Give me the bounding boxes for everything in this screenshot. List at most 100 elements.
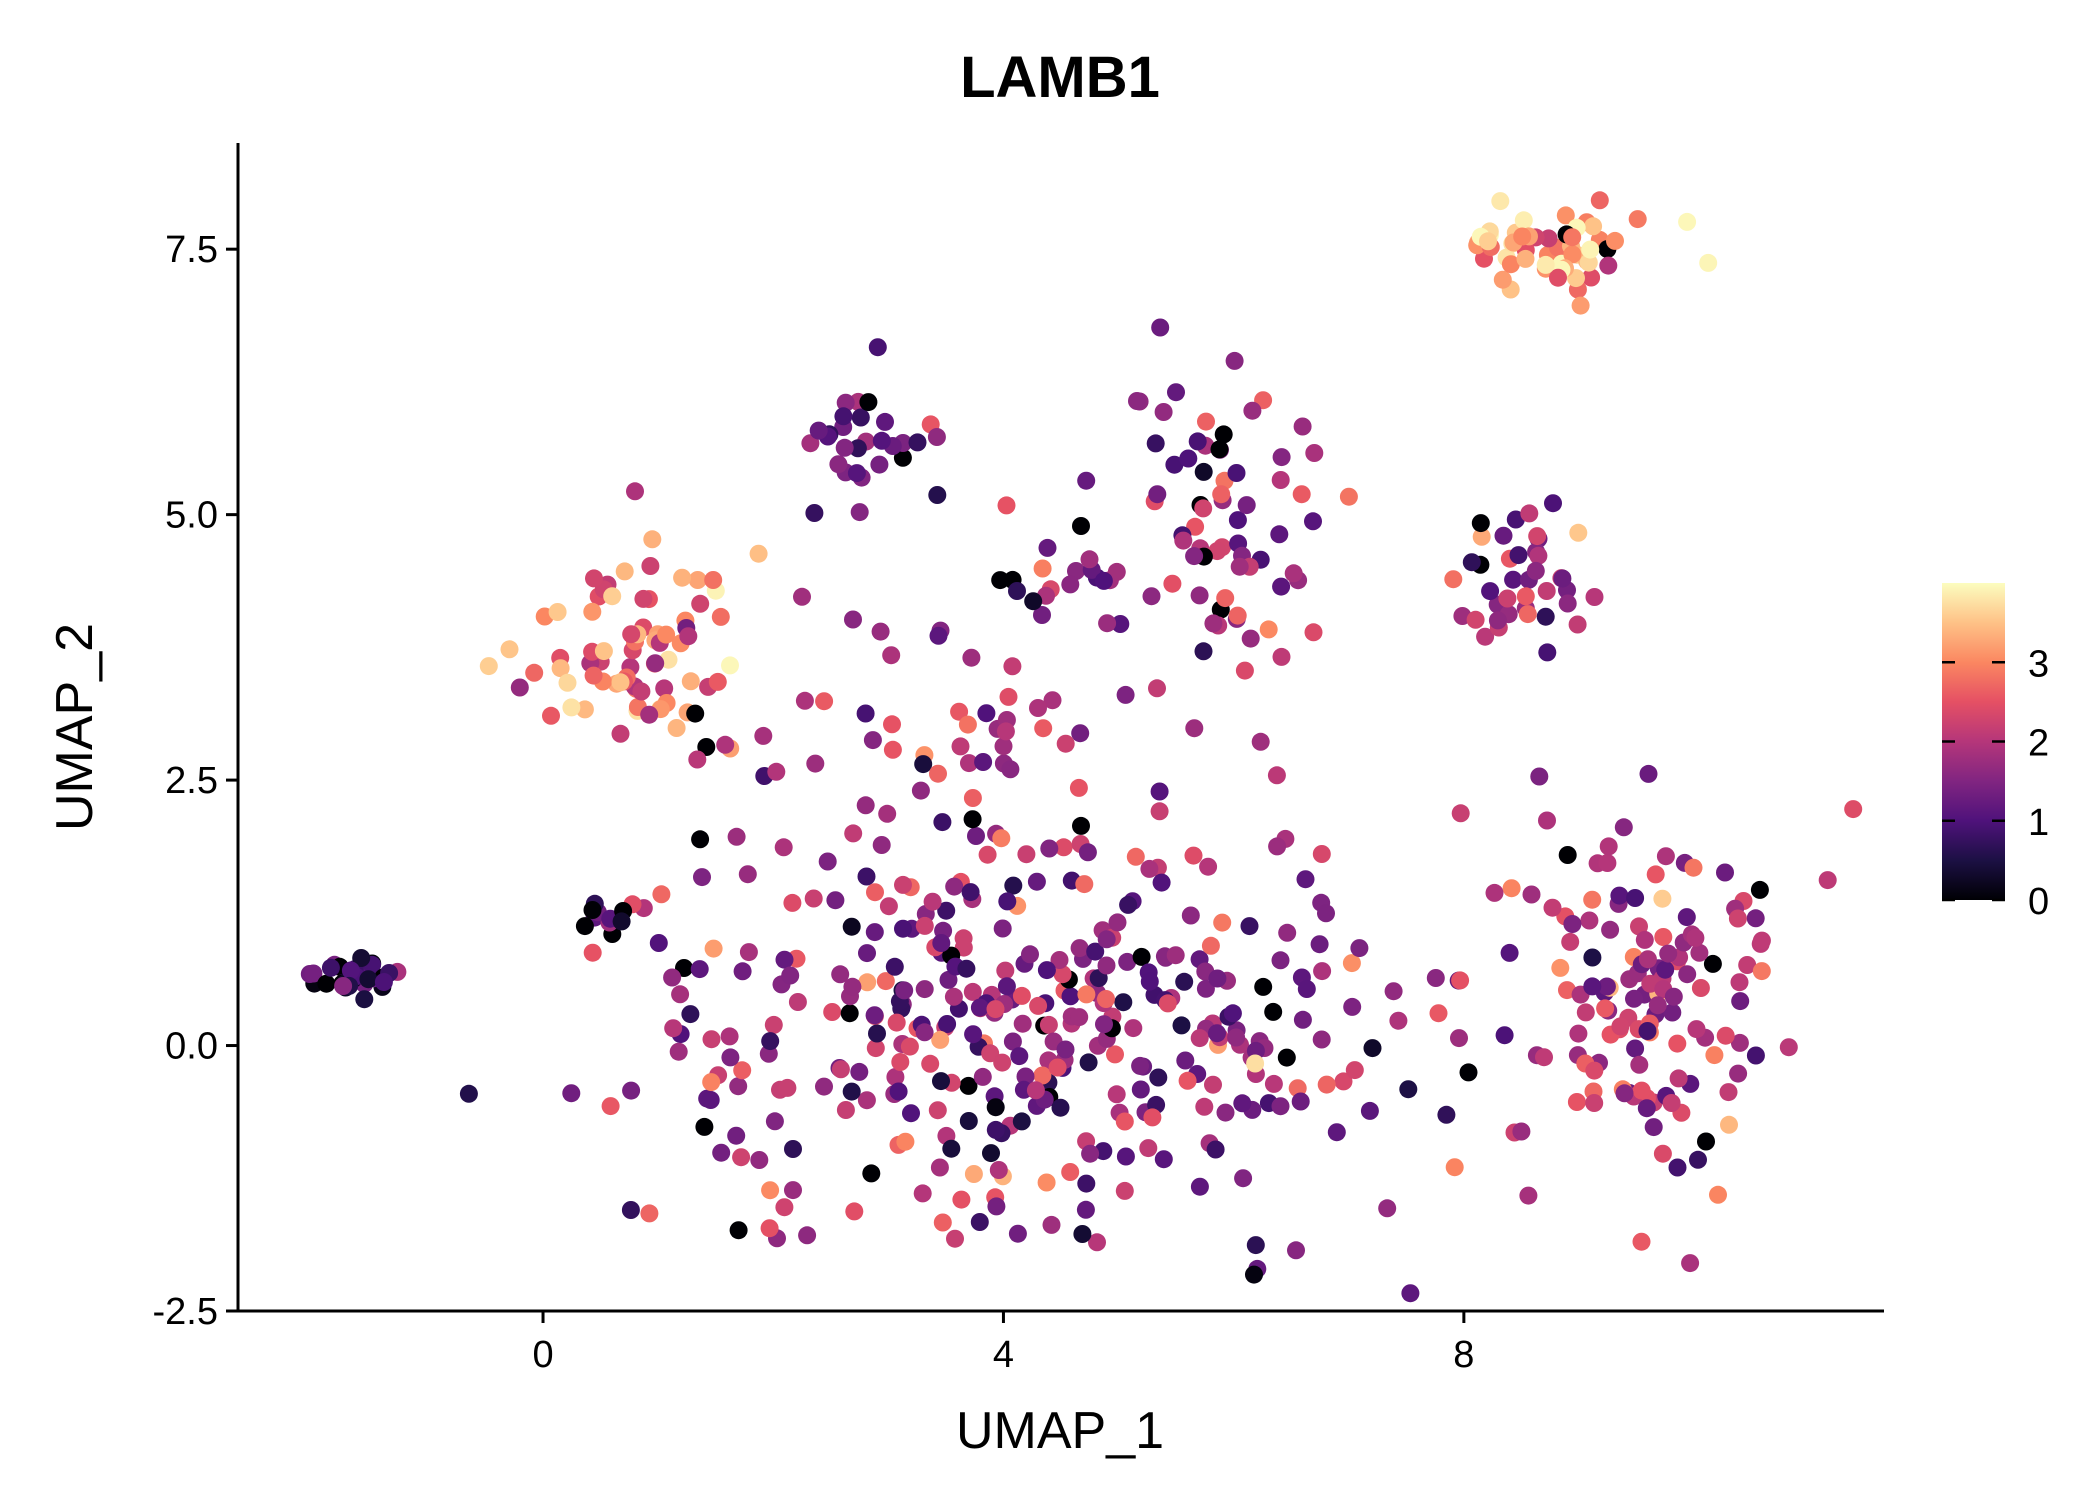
scatter-point — [915, 1023, 934, 1042]
scatter-point — [1148, 679, 1166, 698]
scatter-point — [989, 1161, 1008, 1179]
scatter-point — [1399, 1080, 1418, 1099]
scatter-point — [1097, 930, 1116, 949]
scatter-point — [761, 1181, 780, 1200]
scatter-point — [871, 622, 890, 641]
scatter-point — [847, 464, 866, 483]
scatter-point — [1719, 1083, 1738, 1102]
x-tick-label: 4 — [993, 1334, 1014, 1376]
scatter-point — [1235, 661, 1254, 680]
scatter-point — [1681, 1254, 1700, 1273]
scatter-point — [738, 865, 757, 884]
scatter-point — [1021, 945, 1039, 964]
scatter-point — [798, 1226, 817, 1245]
scatter-point — [761, 1032, 780, 1051]
scatter-point — [711, 607, 730, 626]
scatter-point — [626, 482, 644, 501]
scatter-point — [1042, 1215, 1061, 1234]
scatter-point — [691, 594, 710, 613]
scatter-point — [836, 393, 855, 412]
scatter-point — [1118, 952, 1137, 971]
scatter-point — [815, 692, 834, 711]
scatter-point — [1779, 1038, 1798, 1057]
scatter-point — [1659, 944, 1678, 963]
scatter-point — [1287, 1241, 1305, 1260]
scatter-point — [1228, 511, 1247, 530]
scatter-point — [1043, 691, 1062, 710]
scatter-point — [1553, 569, 1572, 588]
scatter-point — [1644, 1118, 1663, 1137]
colorbar-tick-label: 0 — [2028, 881, 2049, 923]
scatter-point — [1495, 1026, 1514, 1045]
scatter-point — [1585, 1061, 1604, 1080]
scatter-point — [1292, 485, 1311, 504]
scatter-point — [632, 682, 651, 701]
scatter-point — [704, 939, 723, 958]
scatter-point — [1632, 1232, 1651, 1251]
scatter-point — [1079, 1053, 1098, 1072]
scatter-point — [1502, 879, 1521, 898]
scatter-point — [1271, 471, 1290, 489]
scatter-point — [1317, 904, 1335, 923]
scatter-point — [1033, 559, 1052, 578]
scatter-point — [844, 610, 862, 629]
scatter-point — [1216, 589, 1235, 608]
scatter-point — [1513, 227, 1532, 246]
scatter-point — [1165, 455, 1184, 474]
scatter-point — [1752, 962, 1771, 981]
scatter-point — [1327, 1123, 1346, 1142]
scatter-point — [1033, 606, 1051, 624]
scatter-point — [1669, 1069, 1688, 1088]
scatter-point — [1075, 875, 1094, 894]
scatter-point — [1077, 471, 1096, 490]
scatter-point — [720, 1027, 739, 1046]
scatter-point — [927, 428, 946, 446]
scatter-point — [1310, 935, 1329, 954]
scatter-point — [708, 672, 727, 691]
scatter-point — [688, 750, 707, 769]
scatter-point — [952, 1190, 971, 1209]
scatter-point — [775, 1198, 794, 1217]
scatter-point — [1210, 440, 1229, 459]
scatter-point — [1494, 526, 1513, 545]
scatter-point — [1086, 942, 1105, 961]
scatter-point — [986, 1120, 1005, 1139]
scatter-point — [500, 640, 519, 659]
scatter-point — [1277, 1048, 1296, 1067]
scatter-point — [1069, 778, 1088, 797]
scatter-point — [1750, 880, 1769, 899]
scatter-point — [1201, 936, 1220, 955]
scatter-point — [767, 762, 786, 781]
scatter-point — [1678, 965, 1697, 984]
scatter-point — [655, 679, 674, 698]
scatter-point — [1167, 383, 1185, 402]
scatter-point — [1186, 517, 1205, 536]
scatter-point — [944, 987, 963, 1006]
colorbar-tick-label: 2 — [2028, 723, 2049, 765]
scatter-point — [667, 719, 686, 737]
scatter-point — [1536, 255, 1555, 274]
scatter-point — [1197, 412, 1215, 431]
scatter-point — [1026, 1081, 1045, 1100]
scatter-point — [1106, 1045, 1124, 1064]
scatter-point — [1003, 1032, 1022, 1051]
scatter-point — [1114, 993, 1133, 1012]
scatter-point — [1185, 719, 1204, 738]
scatter-point — [1146, 434, 1165, 453]
scatter-point — [1472, 527, 1491, 546]
scatter-point — [795, 691, 814, 710]
scatter-point — [611, 673, 630, 692]
scatter-point — [764, 1015, 783, 1034]
scatter-point — [908, 433, 927, 452]
scatter-point — [1628, 210, 1647, 229]
scatter-point — [317, 974, 336, 993]
scatter-point — [911, 781, 930, 800]
scatter-point — [1509, 546, 1528, 565]
scatter-point — [866, 883, 884, 902]
scatter-point — [1720, 1115, 1738, 1134]
scatter-point — [997, 496, 1016, 515]
scatter-point — [876, 972, 895, 991]
scatter-point — [840, 1004, 859, 1023]
scatter-point — [842, 1082, 861, 1101]
scatter-point — [928, 1101, 947, 1120]
